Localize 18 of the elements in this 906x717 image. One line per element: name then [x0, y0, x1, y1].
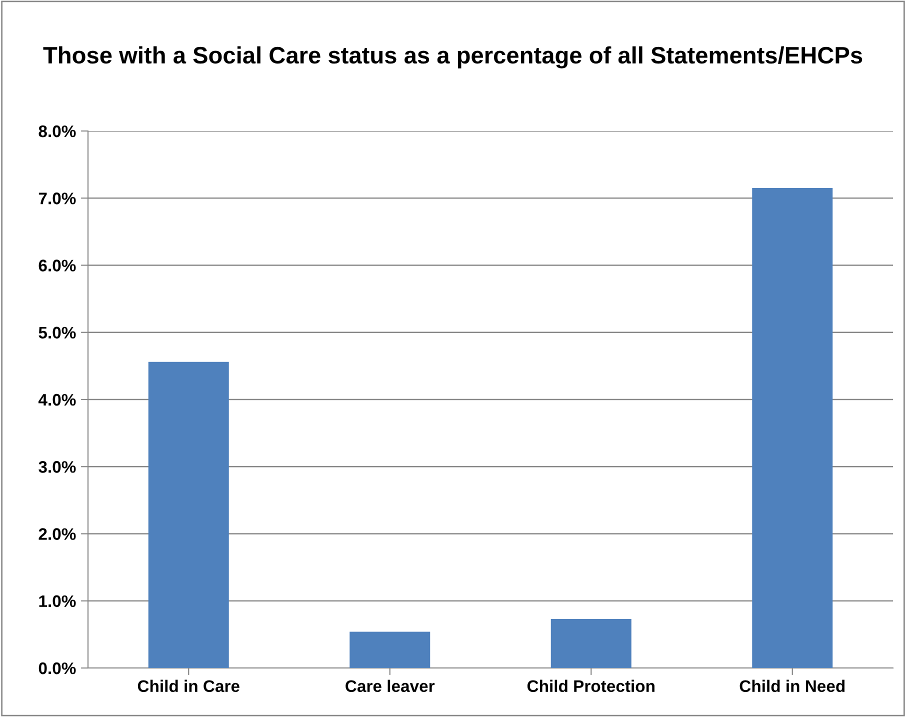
x-tick-label: Child in Care	[138, 680, 240, 692]
y-tick-label: 1.0%	[39, 595, 76, 608]
y-tick-label: 0.0%	[38, 662, 76, 674]
bar	[148, 362, 229, 668]
y-tick-label: 7.0%	[38, 192, 76, 204]
bar	[550, 619, 632, 668]
y-tick-label: 8.0%	[38, 125, 76, 138]
bar	[752, 188, 833, 668]
x-tick-label: Child Protection	[527, 680, 654, 692]
y-tick-label: 6.0%	[38, 260, 76, 272]
x-tick-label: Care leaver	[346, 680, 435, 692]
y-tick-label: 4.0%	[38, 394, 76, 406]
chart-title: Those with a Social Care status as a percentage of all Statements/EHCPs	[43, 46, 862, 68]
bar	[350, 632, 430, 668]
x-tick-label: Child in Need	[740, 680, 845, 692]
y-tick-label: 3.0%	[38, 461, 76, 473]
y-tick-label: 2.0%	[38, 528, 76, 540]
y-tick-label: 5.0%	[38, 326, 76, 339]
